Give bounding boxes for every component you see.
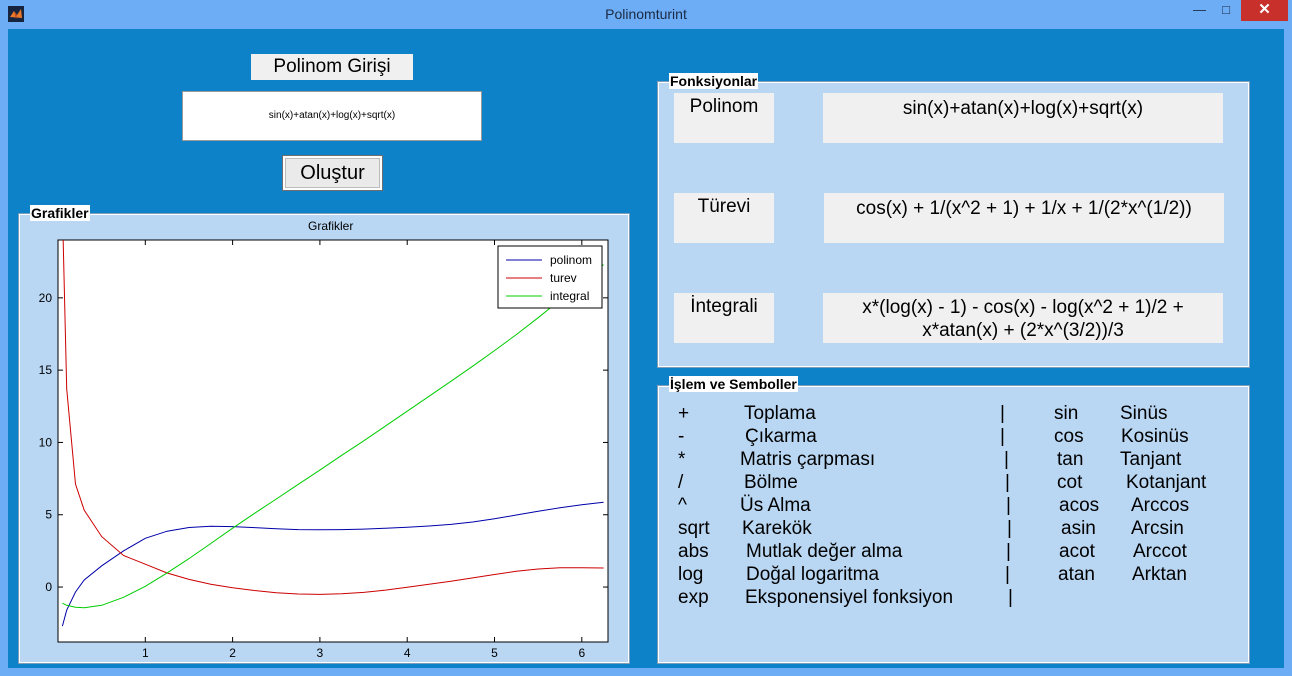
function-description: Kotanjant	[1126, 472, 1207, 493]
column-separator: |	[1008, 587, 1013, 608]
operator-description: Karekök	[742, 518, 812, 539]
column-separator: |	[1004, 449, 1009, 470]
window-title: Polinomturint	[605, 6, 687, 22]
chart: 1 2 3 4 5 6 0 5 10 15 20 polinom turev integral	[39, 239, 609, 660]
maximize-button[interactable]: □	[1222, 2, 1230, 17]
y-tick-label: 0	[45, 580, 52, 594]
derivative-value-line: cos(x) + 1/(x^2 + 1) + 1/x + 1/(2*x^(1/2…	[856, 198, 1192, 219]
column-separator: |	[1006, 541, 1011, 562]
title-bar: Polinomturint — □ ✕	[0, 0, 1292, 29]
operator-description: Üs Alma	[740, 495, 811, 516]
function-symbol: sin	[1054, 403, 1079, 424]
y-tick-label: 20	[39, 291, 53, 305]
function-description: Arccos	[1131, 495, 1190, 516]
close-button[interactable]: ✕	[1241, 0, 1288, 21]
polynomial-input[interactable]: sin(x)+atan(x)+log(x)+sqrt(x)	[182, 91, 482, 141]
operator-symbol: abs	[678, 541, 709, 562]
x-tick-label: 1	[142, 646, 149, 660]
functions-panel-title: Fonksiyonlar	[669, 73, 759, 89]
symbols-panel	[657, 385, 1250, 664]
function-symbol: cot	[1057, 472, 1083, 493]
operator-description: Çıkarma	[745, 426, 817, 447]
operator-symbol: ^	[678, 495, 687, 516]
y-tick-label: 10	[39, 435, 53, 449]
function-symbol: cos	[1054, 426, 1084, 447]
column-separator: |	[1007, 518, 1012, 539]
chart-title: Grafikler	[308, 219, 354, 233]
derivative-label: Türevi	[674, 193, 774, 243]
legend-label: turev	[550, 271, 577, 285]
integral-label: İntegrali	[674, 293, 774, 343]
column-separator: |	[1005, 564, 1010, 585]
legend-box	[497, 245, 603, 309]
plot-frame	[57, 239, 609, 643]
matlab-icon	[8, 6, 24, 22]
function-symbol: acot	[1059, 541, 1095, 562]
operator-symbol: /	[678, 472, 684, 493]
integral-value: x*(log(x) - 1) - cos(x) - log(x^2 + 1)/2…	[823, 293, 1223, 343]
function-symbol: tan	[1057, 449, 1084, 470]
x-tick-label: 4	[404, 646, 411, 660]
column-separator: |	[1000, 403, 1005, 424]
polynomial-value: sin(x)+atan(x)+log(x)+sqrt(x)	[823, 93, 1223, 143]
function-symbol: atan	[1058, 564, 1095, 585]
y-tick-label: 15	[39, 363, 53, 377]
create-button[interactable]: Oluştur	[282, 155, 383, 191]
polynomial-value-line: sin(x)+atan(x)+log(x)+sqrt(x)	[902, 98, 1144, 119]
derivative-value: cos(x) + 1/(x^2 + 1) + 1/x + 1/(2*x^(1/2…	[824, 193, 1224, 243]
function-symbol: acos	[1059, 495, 1100, 516]
function-description: Sinüs	[1120, 403, 1168, 424]
function-description: Arccot	[1133, 541, 1187, 562]
operator-symbol: log	[678, 564, 704, 585]
x-tick-label: 2	[229, 646, 236, 660]
operator-symbol: exp	[678, 587, 709, 608]
column-separator: |	[1000, 426, 1005, 447]
graphs-panel-title: Grafikler	[30, 205, 90, 221]
series-line-polinom	[61, 501, 604, 627]
series-line-integral	[62, 264, 604, 609]
minimize-button[interactable]: —	[1193, 2, 1206, 17]
function-description: Tanjant	[1120, 449, 1182, 470]
integral-value-line-2: x*atan(x) + (2*x^(3/2))/3	[922, 320, 1124, 341]
function-description: Kosinüs	[1121, 426, 1189, 447]
operator-symbol: sqrt	[678, 518, 710, 539]
x-tick-label: 6	[578, 646, 585, 660]
y-tick-label: 5	[45, 508, 52, 522]
function-symbol: asin	[1061, 518, 1096, 539]
operator-description: Doğal logaritma	[746, 564, 880, 585]
column-separator: |	[1006, 495, 1011, 516]
operator-description: Matris çarpması	[740, 449, 876, 470]
column-separator: |	[1005, 472, 1010, 493]
operator-symbol: -	[678, 426, 685, 447]
legend-label: integral	[550, 289, 589, 303]
x-tick-label: 5	[491, 646, 498, 660]
operator-description: Eksponensiyel fonksiyon	[745, 587, 954, 608]
polynomial-input-label: Polinom Girişi	[251, 54, 413, 80]
function-description: Arcsin	[1131, 518, 1184, 539]
chart-legend: polinom turev integral	[497, 245, 603, 309]
operator-description: Toplama	[744, 403, 816, 424]
function-description: Arktan	[1132, 564, 1187, 585]
window-border	[0, 668, 1292, 676]
operator-symbol: +	[678, 403, 690, 424]
operator-symbol: *	[678, 449, 686, 470]
legend-label: polinom	[550, 253, 592, 267]
operator-description: Bölme	[744, 472, 798, 493]
series-line-turev	[62, 240, 604, 595]
symbols-panel-title: İşlem ve Semboller	[669, 376, 798, 392]
polynomial-label: Polinom	[674, 93, 774, 143]
x-tick-label: 3	[317, 646, 324, 660]
integral-value-line-1: x*(log(x) - 1) - cos(x) - log(x^2 + 1)/2…	[862, 297, 1184, 318]
operator-description: Mutlak değer alma	[746, 541, 903, 562]
